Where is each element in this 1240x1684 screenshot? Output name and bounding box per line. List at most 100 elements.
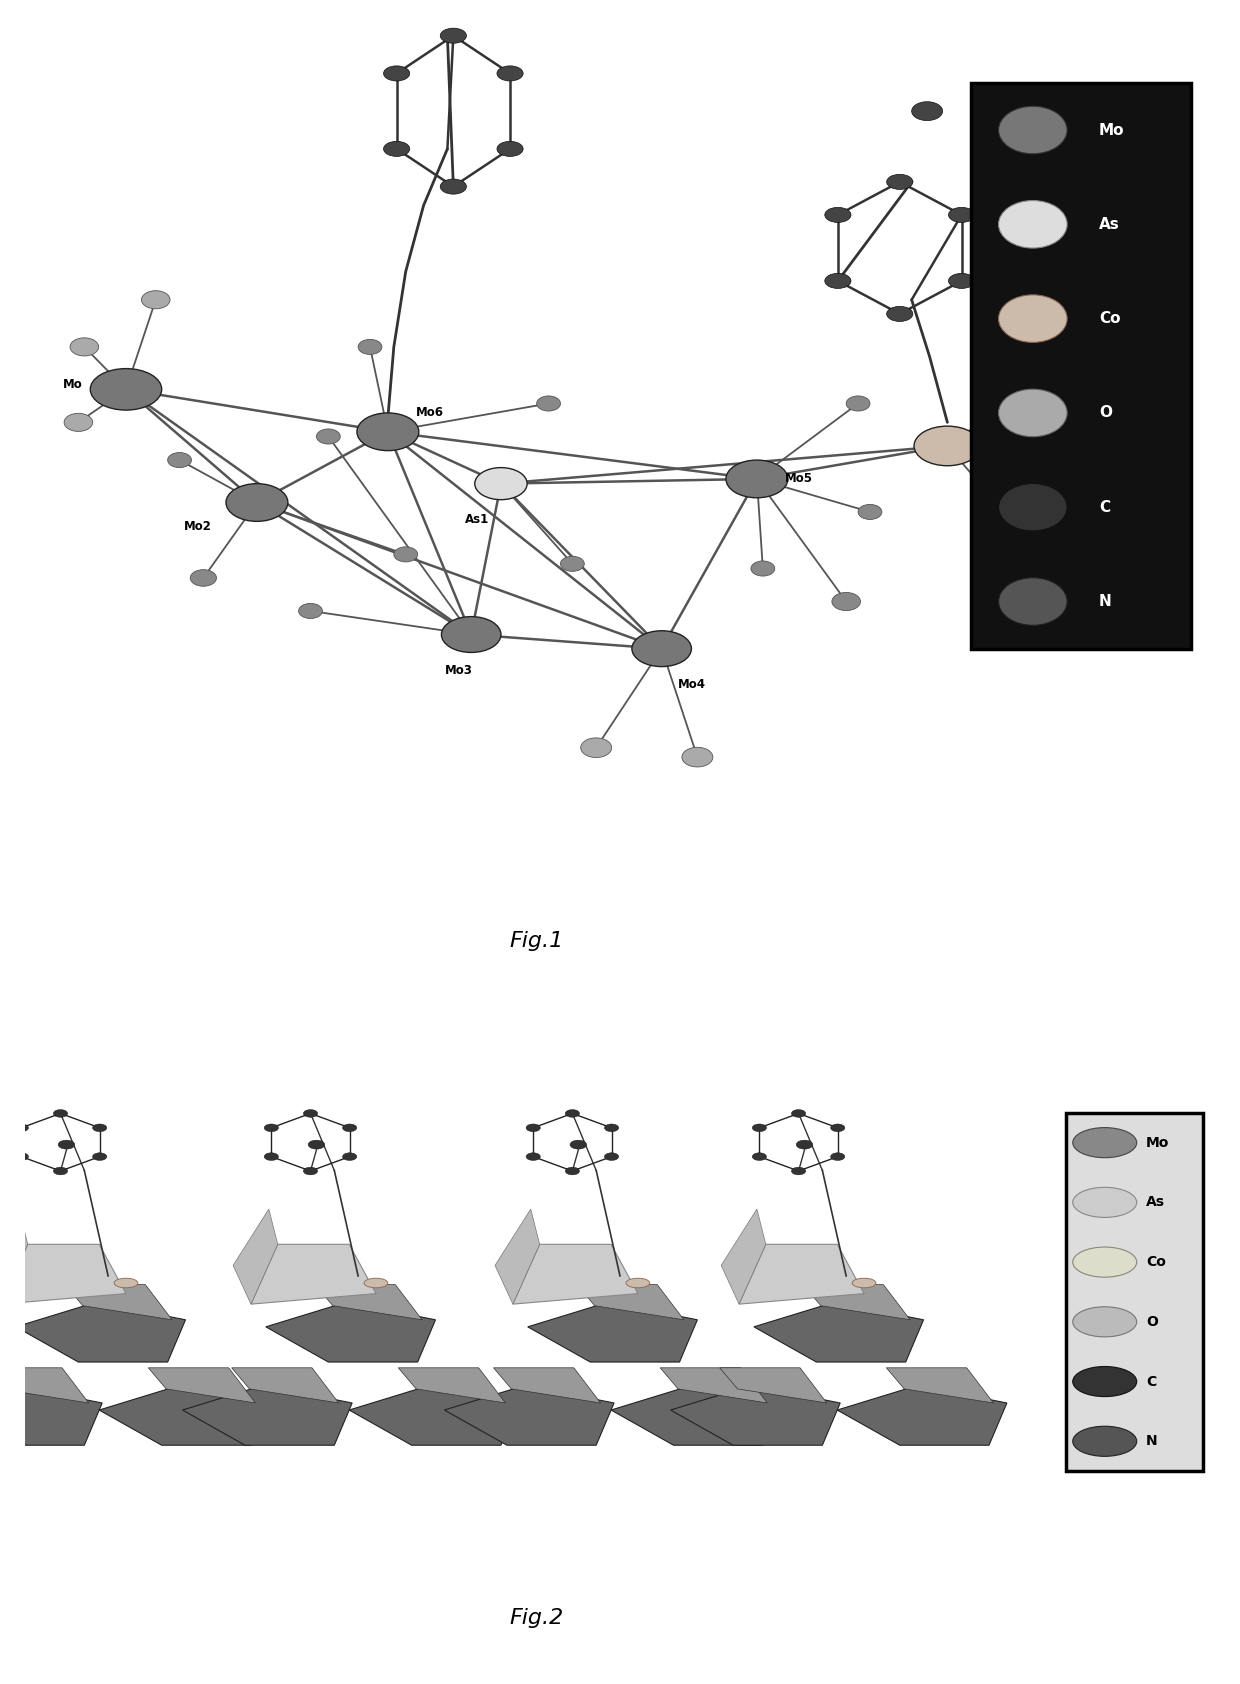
Ellipse shape xyxy=(190,569,217,586)
Ellipse shape xyxy=(998,483,1068,530)
Ellipse shape xyxy=(914,426,981,466)
Text: Fig.2: Fig.2 xyxy=(510,1608,564,1628)
Text: N: N xyxy=(1099,594,1111,610)
Ellipse shape xyxy=(998,578,1068,625)
Ellipse shape xyxy=(998,389,1068,436)
Polygon shape xyxy=(611,1386,781,1445)
Polygon shape xyxy=(182,1386,352,1445)
Circle shape xyxy=(604,1154,619,1160)
Circle shape xyxy=(791,1167,806,1175)
Ellipse shape xyxy=(1045,413,1076,433)
Ellipse shape xyxy=(440,179,466,194)
Text: Mo: Mo xyxy=(62,379,82,391)
Ellipse shape xyxy=(316,429,340,445)
Circle shape xyxy=(526,1123,541,1132)
Ellipse shape xyxy=(1034,365,1063,384)
Ellipse shape xyxy=(357,413,419,451)
Polygon shape xyxy=(837,1386,1007,1445)
Polygon shape xyxy=(250,1244,376,1303)
Polygon shape xyxy=(671,1386,841,1445)
Ellipse shape xyxy=(537,396,560,411)
FancyBboxPatch shape xyxy=(971,83,1192,648)
Circle shape xyxy=(53,1167,68,1175)
Ellipse shape xyxy=(858,505,882,519)
Ellipse shape xyxy=(949,207,975,222)
Ellipse shape xyxy=(226,483,288,522)
Circle shape xyxy=(831,1154,844,1160)
Circle shape xyxy=(570,1140,587,1148)
Text: O: O xyxy=(1146,1315,1158,1329)
Polygon shape xyxy=(398,1367,506,1403)
Ellipse shape xyxy=(949,273,975,288)
Text: Co: Co xyxy=(1099,312,1121,327)
Ellipse shape xyxy=(497,141,523,157)
Circle shape xyxy=(753,1154,766,1160)
Circle shape xyxy=(304,1110,317,1116)
Circle shape xyxy=(526,1154,541,1160)
Ellipse shape xyxy=(911,101,942,121)
Ellipse shape xyxy=(114,1278,138,1288)
Circle shape xyxy=(342,1123,357,1132)
Polygon shape xyxy=(64,1285,172,1320)
Ellipse shape xyxy=(725,460,787,498)
Polygon shape xyxy=(722,1209,766,1303)
Polygon shape xyxy=(232,1367,339,1403)
Ellipse shape xyxy=(497,66,523,81)
Polygon shape xyxy=(315,1285,422,1320)
Ellipse shape xyxy=(141,291,170,308)
Ellipse shape xyxy=(846,396,870,411)
Text: Mo6: Mo6 xyxy=(415,406,444,419)
Polygon shape xyxy=(887,1367,993,1403)
Polygon shape xyxy=(233,1209,278,1303)
Circle shape xyxy=(93,1123,107,1132)
Ellipse shape xyxy=(998,295,1068,342)
Ellipse shape xyxy=(383,66,409,81)
Ellipse shape xyxy=(1073,1307,1137,1337)
Ellipse shape xyxy=(825,273,851,288)
Ellipse shape xyxy=(475,468,527,500)
Ellipse shape xyxy=(998,106,1068,153)
Text: Mo: Mo xyxy=(1099,123,1125,138)
Polygon shape xyxy=(1,1244,126,1303)
Ellipse shape xyxy=(626,1278,650,1288)
Polygon shape xyxy=(528,1302,697,1362)
Polygon shape xyxy=(495,1209,539,1303)
Circle shape xyxy=(308,1140,325,1148)
Circle shape xyxy=(264,1154,279,1160)
Ellipse shape xyxy=(64,413,93,431)
Circle shape xyxy=(796,1140,813,1148)
Ellipse shape xyxy=(69,338,99,355)
Ellipse shape xyxy=(887,306,913,322)
Circle shape xyxy=(304,1167,317,1175)
Circle shape xyxy=(753,1123,766,1132)
Text: Mo5: Mo5 xyxy=(785,473,812,485)
Text: N: N xyxy=(1146,1435,1157,1448)
Ellipse shape xyxy=(1073,1187,1137,1218)
Circle shape xyxy=(14,1154,29,1160)
Circle shape xyxy=(604,1123,619,1132)
Circle shape xyxy=(342,1154,357,1160)
Polygon shape xyxy=(804,1285,910,1320)
Text: Co: Co xyxy=(1146,1255,1166,1270)
Polygon shape xyxy=(265,1302,435,1362)
Ellipse shape xyxy=(383,141,409,157)
Circle shape xyxy=(53,1110,68,1116)
Text: Mo: Mo xyxy=(1146,1135,1169,1150)
Ellipse shape xyxy=(751,561,775,576)
Ellipse shape xyxy=(998,200,1068,248)
Ellipse shape xyxy=(887,175,913,189)
Circle shape xyxy=(565,1167,579,1175)
Text: Co1: Co1 xyxy=(985,434,1009,448)
Ellipse shape xyxy=(682,748,713,766)
FancyBboxPatch shape xyxy=(1066,1113,1203,1472)
Text: As: As xyxy=(1146,1196,1164,1209)
Ellipse shape xyxy=(358,340,382,354)
Ellipse shape xyxy=(1073,1248,1137,1276)
Ellipse shape xyxy=(167,453,191,468)
Ellipse shape xyxy=(852,1278,875,1288)
Text: As: As xyxy=(1099,217,1120,232)
Ellipse shape xyxy=(632,632,692,667)
Ellipse shape xyxy=(440,29,466,44)
Ellipse shape xyxy=(1073,1128,1137,1157)
Ellipse shape xyxy=(394,547,418,562)
